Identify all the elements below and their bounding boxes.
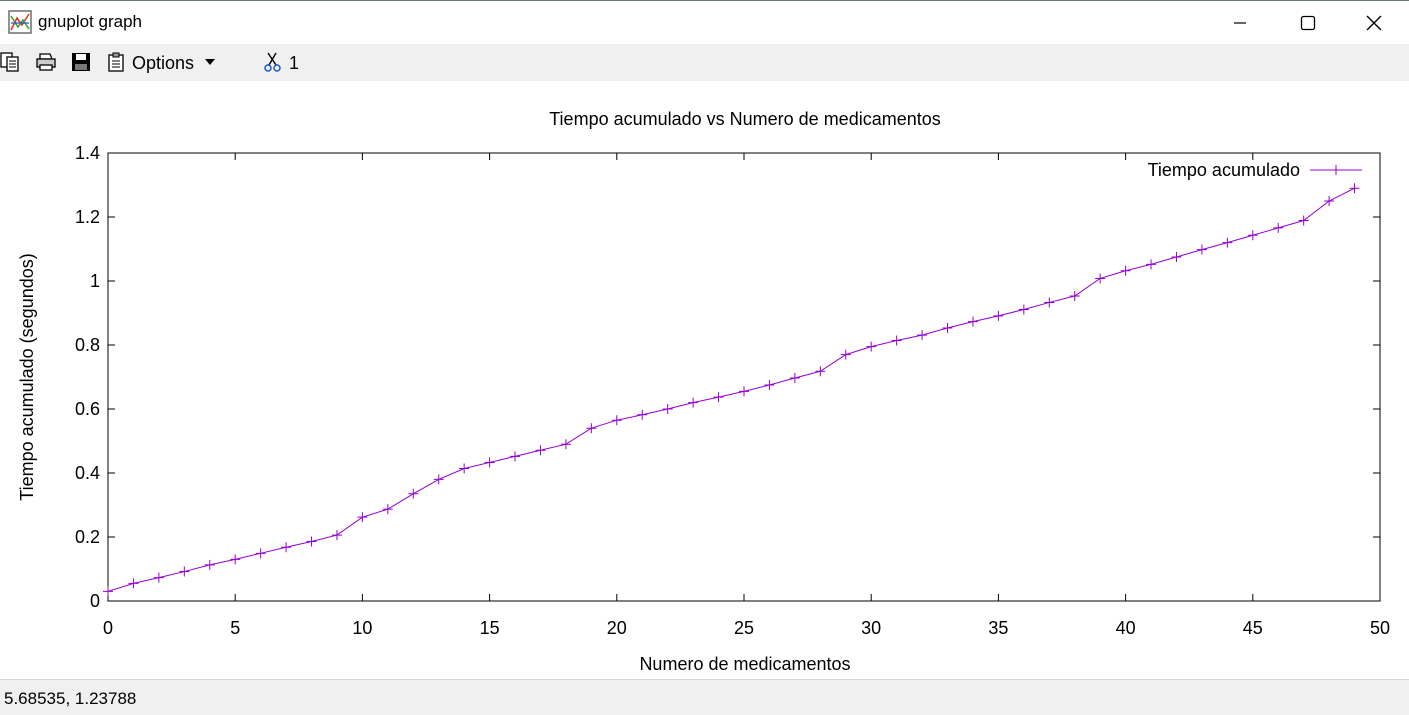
data-point bbox=[1298, 215, 1309, 226]
data-point bbox=[357, 512, 368, 523]
y-tick-label: 0 bbox=[90, 591, 100, 611]
data-point bbox=[1018, 304, 1029, 315]
data-point bbox=[306, 536, 317, 547]
options-dropdown-icon[interactable] bbox=[204, 58, 216, 66]
data-point bbox=[586, 423, 597, 434]
data-point bbox=[713, 392, 724, 403]
data-point bbox=[815, 366, 826, 377]
close-icon bbox=[1366, 15, 1382, 31]
save-icon[interactable] bbox=[70, 51, 92, 73]
data-point bbox=[688, 397, 699, 408]
data-point bbox=[560, 439, 571, 450]
data-point bbox=[281, 542, 292, 553]
data-point bbox=[764, 380, 775, 390]
y-tick-label: 1.4 bbox=[75, 143, 100, 163]
y-tick-label: 0.2 bbox=[75, 527, 100, 547]
data-point bbox=[1171, 252, 1182, 262]
data-point bbox=[255, 548, 266, 559]
data-point bbox=[967, 316, 978, 327]
x-tick-label: 0 bbox=[103, 618, 113, 638]
data-point bbox=[917, 330, 928, 341]
x-tick-label: 30 bbox=[861, 618, 881, 638]
status-bar: 5.68535, 1.23788 bbox=[0, 679, 1409, 715]
data-point bbox=[1196, 244, 1207, 255]
data-point bbox=[1273, 222, 1284, 233]
data-point bbox=[1247, 230, 1258, 241]
y-tick-label: 0.8 bbox=[75, 335, 100, 355]
data-point bbox=[484, 457, 495, 468]
title-bar: gnuplot graph bbox=[0, 0, 1409, 45]
cursor-coordinates: 5.68535, 1.23788 bbox=[4, 689, 137, 708]
data-point bbox=[739, 386, 749, 397]
x-tick-label: 45 bbox=[1243, 618, 1263, 638]
data-point bbox=[128, 578, 139, 589]
plot-frame bbox=[107, 152, 1381, 602]
data-point bbox=[611, 415, 622, 426]
data-point bbox=[1146, 259, 1157, 270]
chart-title: Tiempo acumulado vs Numero de medicament… bbox=[549, 109, 941, 129]
data-point bbox=[535, 445, 546, 456]
data-point bbox=[789, 372, 800, 383]
x-axis-label: Numero de medicamentos bbox=[639, 654, 850, 674]
data-point bbox=[510, 451, 521, 462]
data-point bbox=[179, 566, 190, 577]
data-point bbox=[331, 530, 342, 541]
y-tick-label: 0.6 bbox=[75, 399, 100, 419]
legend-label: Tiempo acumulado bbox=[1148, 160, 1300, 180]
y-tick-label: 1.2 bbox=[75, 207, 100, 227]
x-tick-label: 35 bbox=[988, 618, 1008, 638]
x-tick-label: 50 bbox=[1370, 618, 1390, 638]
toolbar: Options 1 bbox=[0, 44, 1409, 81]
data-point bbox=[637, 409, 648, 420]
minimize-icon bbox=[1234, 22, 1246, 24]
data-point bbox=[230, 554, 241, 565]
data-point bbox=[1095, 273, 1106, 284]
options-menu-label[interactable]: Options bbox=[132, 53, 195, 73]
maximize-button[interactable] bbox=[1273, 1, 1343, 45]
data-point bbox=[153, 572, 164, 583]
x-tick-label: 15 bbox=[480, 618, 500, 638]
data-point bbox=[204, 559, 215, 570]
clipboard-icon[interactable] bbox=[106, 51, 128, 73]
x-tick-label: 20 bbox=[607, 618, 627, 638]
data-point bbox=[840, 349, 851, 360]
data-point bbox=[433, 474, 444, 485]
minimize-button[interactable] bbox=[1205, 1, 1275, 45]
x-tick-label: 25 bbox=[734, 618, 754, 638]
chart[interactable]: Tiempo acumulado vs Numero de medicament… bbox=[0, 81, 1409, 679]
data-point bbox=[1349, 183, 1360, 194]
data-point bbox=[459, 463, 470, 474]
x-tick-label: 40 bbox=[1116, 618, 1136, 638]
close-button[interactable] bbox=[1339, 1, 1409, 45]
legend: Tiempo acumulado bbox=[1148, 160, 1362, 180]
y-axis-label: Tiempo acumulado (segundos) bbox=[17, 253, 37, 500]
data-point bbox=[942, 323, 953, 334]
series-line bbox=[107, 187, 1355, 592]
window-title: gnuplot graph bbox=[38, 12, 142, 31]
data-point bbox=[1120, 265, 1131, 276]
y-tick-label: 0.4 bbox=[75, 463, 100, 483]
data-point bbox=[1044, 297, 1055, 308]
y-tick-label: 1 bbox=[90, 271, 100, 291]
copy-icon[interactable] bbox=[0, 51, 22, 73]
data-point bbox=[866, 341, 877, 352]
data-point bbox=[1069, 291, 1080, 302]
data-point bbox=[891, 335, 902, 346]
plot-area[interactable]: Tiempo acumulado vs Numero de medicament… bbox=[0, 81, 1409, 679]
data-point bbox=[993, 310, 1004, 321]
data-point bbox=[1324, 196, 1335, 206]
x-tick-label: 10 bbox=[352, 618, 372, 638]
data-point bbox=[1222, 237, 1233, 248]
data-point bbox=[382, 504, 393, 515]
legend-marker bbox=[1331, 165, 1341, 175]
data-point bbox=[662, 404, 673, 414]
maximize-icon bbox=[1300, 15, 1316, 31]
data-point bbox=[408, 488, 419, 499]
data-point bbox=[103, 586, 113, 597]
scissors-icon[interactable] bbox=[262, 51, 284, 73]
gnuplot-app-icon bbox=[8, 10, 32, 34]
cut-count-label: 1 bbox=[289, 53, 300, 73]
x-tick-label: 5 bbox=[230, 618, 240, 638]
print-icon[interactable] bbox=[35, 51, 57, 73]
